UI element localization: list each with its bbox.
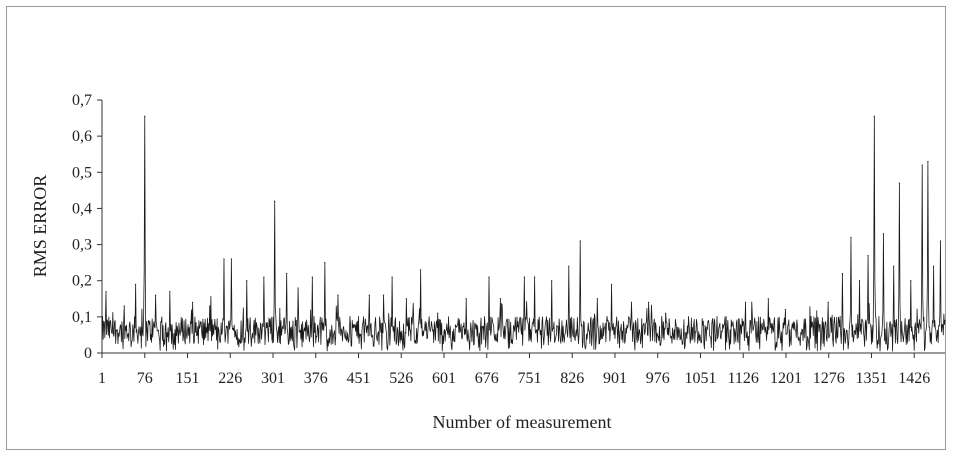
peak-point bbox=[230, 258, 232, 260]
peak-point bbox=[568, 265, 570, 267]
peak-point bbox=[437, 312, 439, 314]
peak-point bbox=[105, 290, 107, 293]
x-axis-label: Number of measurement bbox=[433, 412, 612, 432]
x-tick-label: 526 bbox=[389, 370, 413, 387]
peak-point bbox=[263, 276, 265, 278]
x-tick-label: 601 bbox=[432, 370, 456, 387]
peak-point bbox=[867, 254, 869, 257]
peak-point bbox=[246, 280, 248, 282]
peak-point bbox=[927, 160, 929, 163]
peak-point bbox=[382, 294, 385, 296]
peak-point bbox=[311, 276, 313, 278]
peak-point bbox=[488, 276, 490, 278]
peak-point bbox=[274, 200, 276, 202]
y-tick-label: 0,4 bbox=[72, 200, 92, 217]
peak-point bbox=[810, 316, 812, 318]
x-tick-label: 1426 bbox=[898, 370, 930, 387]
peak-point bbox=[630, 301, 633, 303]
y-axis-label: RMS ERROR bbox=[30, 175, 50, 278]
peak-point bbox=[939, 240, 942, 242]
peak-point bbox=[579, 240, 581, 242]
peak-point bbox=[297, 287, 299, 289]
x-tick-label: 1051 bbox=[684, 370, 716, 387]
peak-point bbox=[223, 258, 225, 260]
x-tick-label: 451 bbox=[346, 370, 370, 387]
peak-point bbox=[596, 298, 598, 300]
peak-point bbox=[169, 290, 171, 293]
peak-point bbox=[286, 272, 288, 275]
peak-point bbox=[921, 164, 923, 166]
peak-point bbox=[368, 294, 370, 296]
peak-point bbox=[827, 301, 829, 303]
x-tick-label: 76 bbox=[137, 370, 153, 387]
peak-point bbox=[893, 265, 895, 267]
y-tick-label: 0 bbox=[84, 345, 92, 362]
x-tick-label: 1351 bbox=[855, 370, 887, 387]
x-tick-label: 676 bbox=[475, 370, 499, 387]
peak-point bbox=[665, 312, 667, 314]
x-tick-label: 976 bbox=[646, 370, 670, 387]
x-tick-label: 1126 bbox=[728, 370, 759, 387]
peak-point bbox=[123, 305, 125, 307]
peak-point bbox=[420, 269, 422, 271]
x-tick-label: 226 bbox=[218, 370, 242, 387]
peak-point bbox=[192, 301, 194, 303]
y-tick-label: 0,3 bbox=[72, 237, 92, 254]
peak-point bbox=[135, 283, 137, 285]
peak-point bbox=[858, 280, 861, 282]
peak-point bbox=[154, 294, 157, 296]
y-tick-label: 0,2 bbox=[72, 273, 92, 290]
x-tick-label: 301 bbox=[261, 370, 285, 387]
y-tick-label: 0,1 bbox=[72, 309, 92, 326]
peak-point bbox=[716, 316, 718, 318]
peak-point bbox=[910, 280, 912, 282]
x-tick-label: 376 bbox=[304, 370, 328, 387]
x-tick-label: 826 bbox=[560, 370, 584, 387]
peak-point bbox=[523, 276, 525, 278]
peak-point bbox=[551, 280, 553, 282]
peak-point bbox=[648, 301, 650, 303]
peak-point bbox=[405, 298, 407, 300]
peak-point bbox=[850, 236, 852, 238]
y-tick-label: 0,7 bbox=[72, 92, 92, 109]
series-line bbox=[101, 115, 946, 352]
x-tick-label: 1201 bbox=[770, 370, 802, 387]
peak-point bbox=[465, 298, 467, 300]
peak-point bbox=[391, 276, 393, 278]
x-tick-label: 1 bbox=[98, 370, 106, 387]
peak-point bbox=[337, 294, 339, 296]
peak-point bbox=[209, 305, 211, 307]
peak-point bbox=[687, 316, 690, 318]
x-axis: 1 76 151 226 301 376 451 526 601 676 751 826 901 976 1… bbox=[98, 352, 945, 387]
peak-point bbox=[744, 301, 747, 303]
peak-point bbox=[610, 283, 613, 285]
chart-frame bbox=[6, 6, 946, 450]
y-tick-label: 0,5 bbox=[72, 164, 92, 181]
peak-point bbox=[499, 298, 502, 300]
peak-point bbox=[324, 262, 326, 264]
peak-point bbox=[767, 298, 769, 300]
x-tick-label: 151 bbox=[175, 370, 199, 387]
peak-point bbox=[534, 276, 536, 278]
peak-point bbox=[882, 233, 885, 235]
peak-point bbox=[873, 115, 875, 117]
peak-point bbox=[898, 182, 901, 184]
peak-point bbox=[933, 265, 935, 267]
x-tick-label: 1276 bbox=[813, 370, 845, 387]
x-tick-label: 901 bbox=[603, 370, 627, 387]
peak-point bbox=[841, 272, 844, 275]
y-tick-label: 0,6 bbox=[72, 128, 92, 145]
peak-point bbox=[784, 309, 787, 311]
x-tick-label: 751 bbox=[517, 370, 541, 387]
peak-point bbox=[144, 115, 146, 117]
y-axis: 0 0,1 0,2 0,3 0,4 0,5 0,6 0,7 bbox=[72, 92, 103, 362]
series-rms-error bbox=[101, 115, 946, 352]
